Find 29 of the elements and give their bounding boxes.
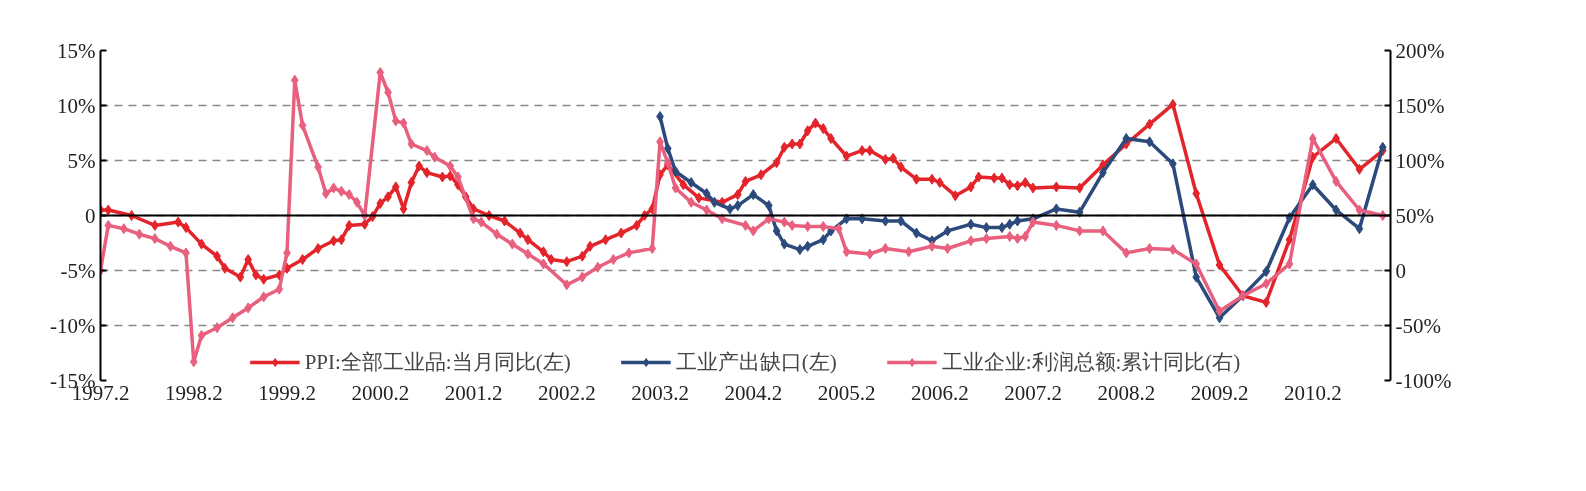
y-tick-label: 0 bbox=[85, 203, 96, 228]
y2-tick-label: 0 bbox=[1395, 258, 1406, 283]
x-tick-label: 2002.2 bbox=[537, 380, 596, 405]
y2-tick-label: -50% bbox=[1395, 313, 1441, 338]
x-tick-label: 2003.2 bbox=[631, 380, 689, 405]
x-tick-label: 2010.2 bbox=[1283, 380, 1342, 405]
y2-tick-label: 100% bbox=[1395, 148, 1445, 173]
y-tick-label: 10% bbox=[57, 93, 96, 118]
y-tick-label: 5% bbox=[67, 148, 96, 173]
y-tick-label: 15% bbox=[57, 38, 96, 63]
y2-tick-label: 200% bbox=[1395, 38, 1445, 63]
y-tick-label: -10% bbox=[50, 313, 96, 338]
legend-label: 工业企业:利润总额:累计同比(右) bbox=[941, 349, 1241, 376]
x-tick-label: 2001.2 bbox=[444, 380, 503, 405]
y-tick-label: -5% bbox=[60, 258, 96, 283]
x-tick-label: 2007.2 bbox=[1004, 380, 1062, 405]
y2-tick-label: 150% bbox=[1395, 93, 1445, 118]
x-tick-label: 2004.2 bbox=[724, 380, 783, 405]
y2-tick-label: -100% bbox=[1395, 368, 1452, 393]
x-tick-label: 2006.2 bbox=[910, 380, 969, 405]
legend-label: 工业产出缺口(左) bbox=[675, 349, 837, 376]
x-tick-label: 2008.2 bbox=[1097, 380, 1156, 405]
x-tick-label: 2000.2 bbox=[351, 380, 410, 405]
x-tick-label: 2009.2 bbox=[1190, 380, 1249, 405]
y2-tick-label: 50% bbox=[1395, 203, 1434, 228]
x-tick-label: 2005.2 bbox=[817, 380, 876, 405]
x-tick-label: 1998.2 bbox=[164, 380, 223, 405]
legend-label: PPI:全部工业品:当月同比(左) bbox=[304, 349, 571, 376]
x-tick-label: 1999.2 bbox=[258, 380, 316, 405]
